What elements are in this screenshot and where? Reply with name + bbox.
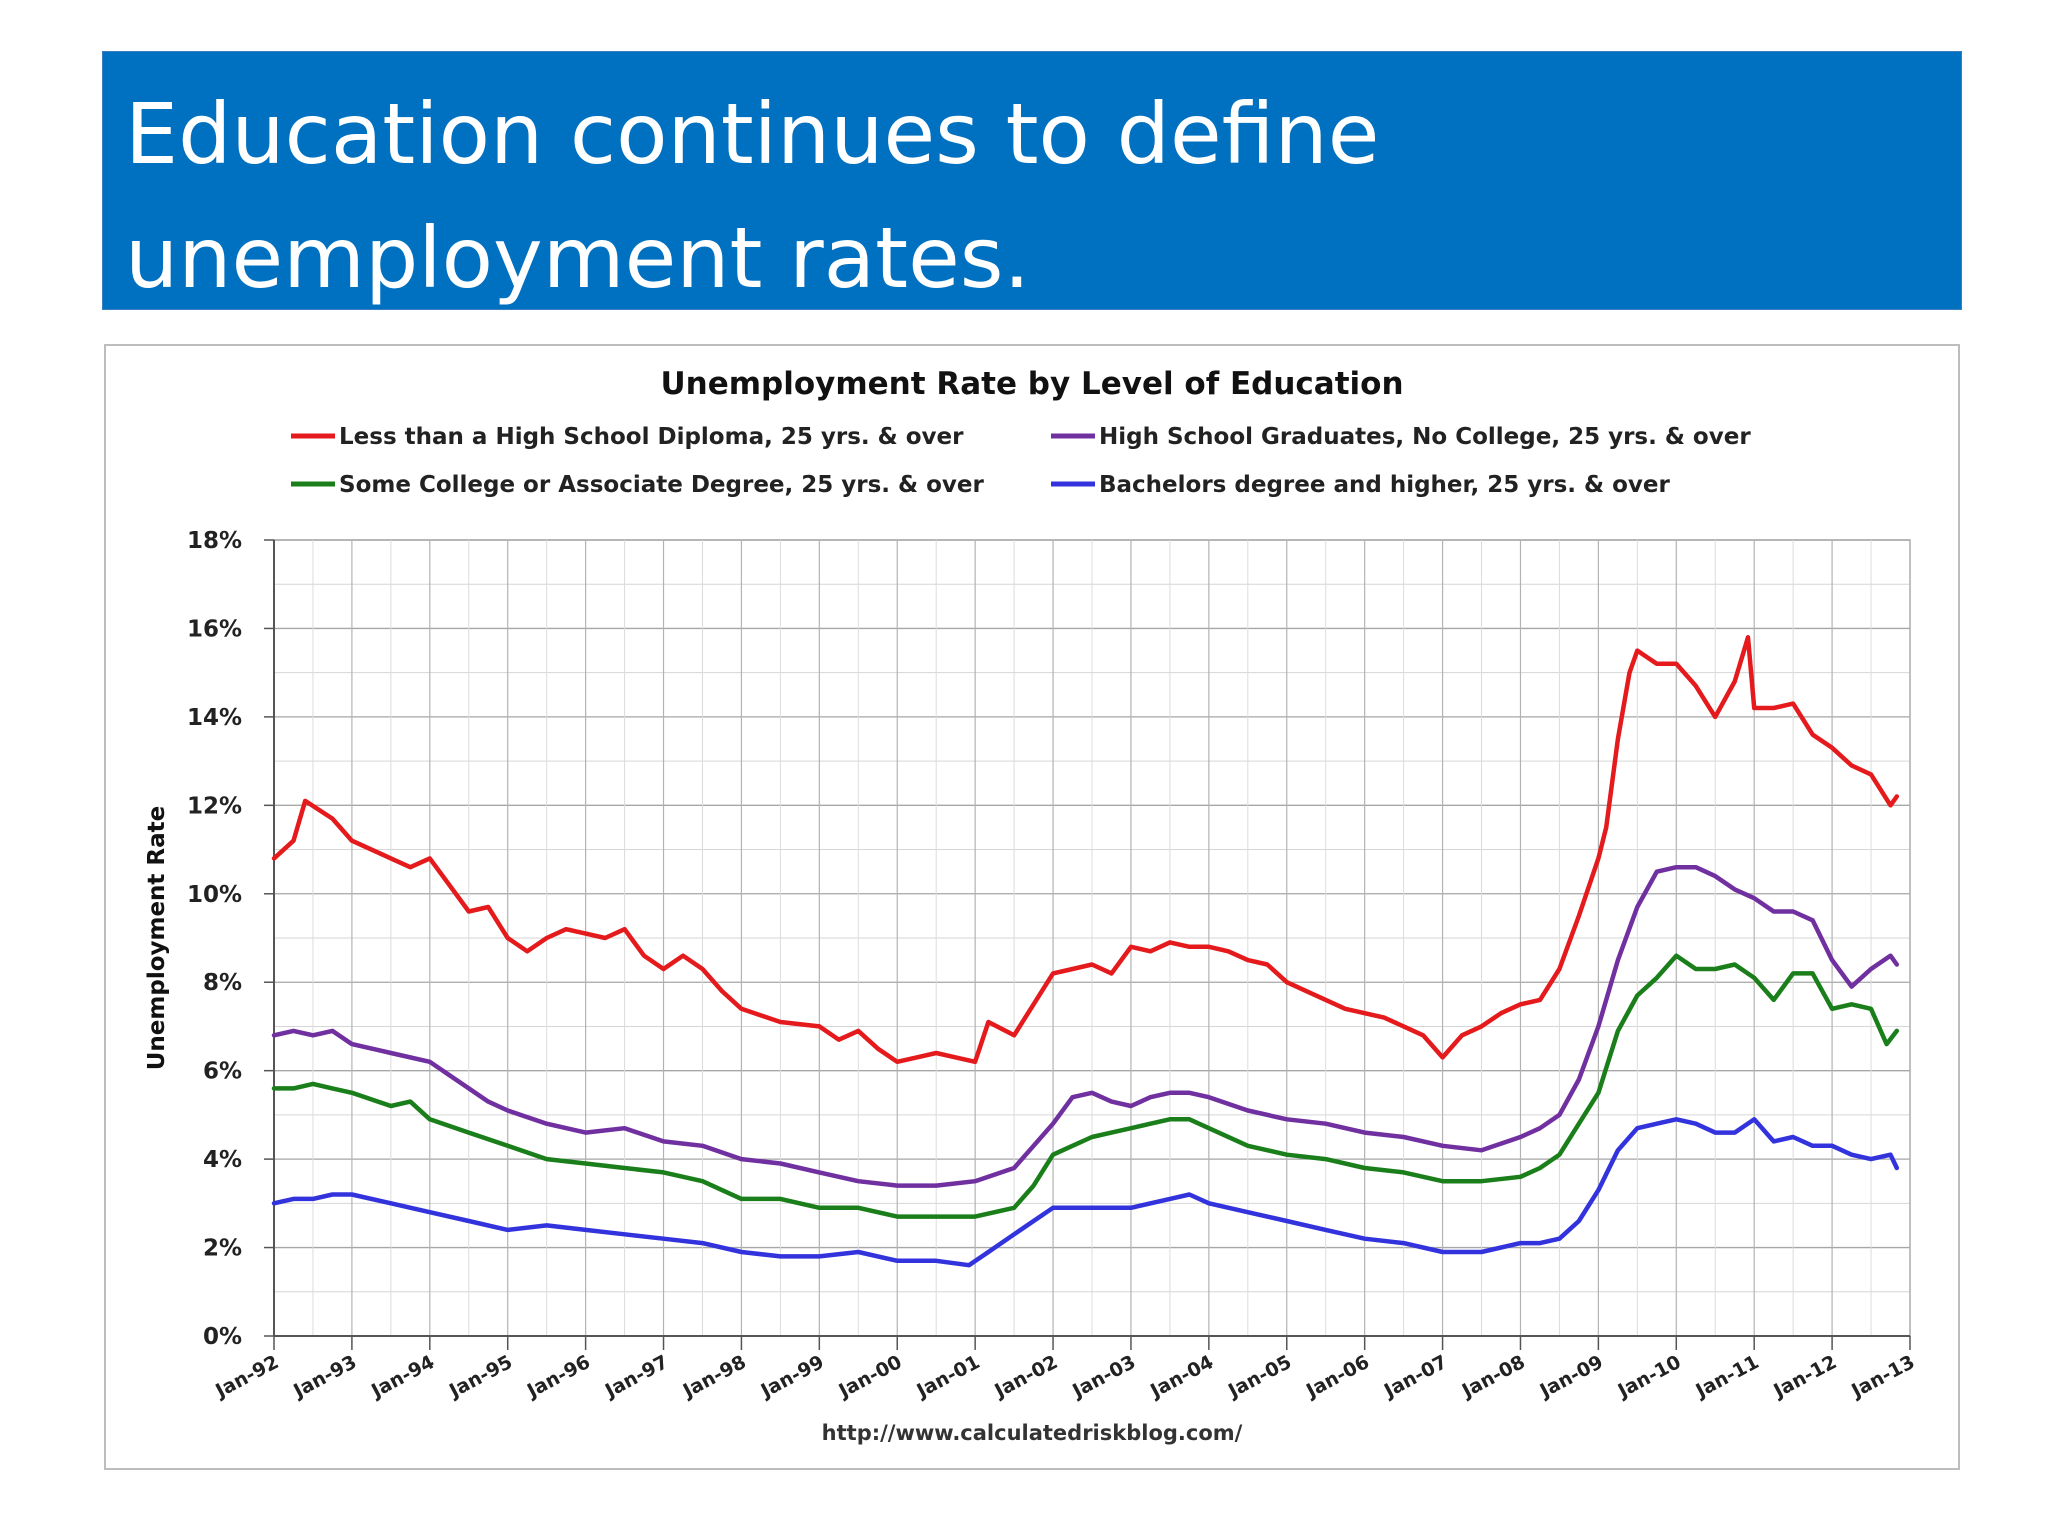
gridlines	[273, 539, 1911, 1337]
x-tick-label: Jan-01	[912, 1351, 984, 1403]
series-line-4	[271, 1117, 1900, 1268]
x-tick-label: Jan-96	[522, 1351, 594, 1403]
x-tick-label: Jan-98	[678, 1351, 750, 1403]
x-tick-label: Jan-08	[1457, 1351, 1529, 1403]
y-tick-label: 14%	[187, 705, 242, 731]
y-axis-label: Unemployment Rate	[144, 806, 170, 1071]
chart-title: Unemployment Rate by Level of Education	[660, 366, 1403, 402]
x-tick-label: Jan-94	[366, 1351, 438, 1403]
series-line-3	[271, 953, 1900, 1219]
x-tick-label: Jan-06	[1301, 1351, 1373, 1403]
x-tick-label: Jan-10	[1613, 1351, 1685, 1403]
chart-frame: 0% 2% 4% 6% 8% 10% 12% 14% 16% 18% Jan-92 Jan-93 Jan…	[104, 344, 1960, 1470]
x-tick-label: Jan-92	[210, 1351, 282, 1403]
slide-title-banner: Education continues to define unemployme…	[102, 51, 1962, 310]
x-tick-label: Jan-09	[1535, 1351, 1607, 1403]
slide-title: Education continues to define unemployme…	[125, 72, 1925, 320]
y-tick-label: 0%	[203, 1324, 242, 1350]
y-tick-label: 18%	[187, 528, 242, 554]
x-tick-label: Jan-03	[1067, 1351, 1139, 1403]
source-url: http://www.calculatedriskblog.com/	[822, 1421, 1243, 1445]
y-tick-label: 16%	[187, 616, 242, 642]
y-tick-label: 10%	[187, 882, 242, 908]
slide-title-line-1: Education continues to define	[125, 85, 1380, 183]
y-tick-label: 4%	[203, 1147, 242, 1173]
y-tick-label: 12%	[187, 793, 242, 819]
x-tick-label: Jan-12	[1769, 1351, 1841, 1403]
x-tick-label: Jan-07	[1379, 1351, 1451, 1403]
legend-label-1: Less than a High School Diploma, 25 yrs.…	[339, 424, 964, 450]
x-tick-label: Jan-02	[989, 1351, 1061, 1403]
legend-label-3: Some College or Associate Degree, 25 yrs…	[339, 472, 985, 498]
series-line-1	[271, 635, 1900, 1065]
slide-title-line-2: unemployment rates.	[125, 209, 1031, 307]
x-tick-label: Jan-00	[834, 1351, 906, 1403]
y-tick-label: 8%	[203, 970, 242, 996]
series-lines	[271, 635, 1900, 1268]
x-tick-label: Jan-93	[288, 1351, 360, 1403]
legend-label-4: Bachelors degree and higher, 25 yrs. & o…	[1099, 472, 1670, 498]
x-tick-label: Jan-95	[444, 1351, 516, 1403]
x-tick-label: Jan-97	[600, 1351, 672, 1403]
series-line-2	[271, 864, 1900, 1188]
x-tick-label: Jan-99	[756, 1351, 828, 1403]
x-tick-label: Jan-05	[1223, 1351, 1295, 1403]
y-tick-label: 2%	[203, 1236, 242, 1262]
y-tick-label: 6%	[203, 1059, 242, 1085]
legend-label-2: High School Graduates, No College, 25 yr…	[1099, 424, 1751, 450]
unemployment-line-chart: 0%2%4%6%8%10%12%14%16%18%Jan-92 Jan-93 Jan…	[144, 366, 1918, 1445]
x-tick-label: Jan-11	[1691, 1351, 1763, 1403]
x-tick-label: Jan-04	[1145, 1351, 1217, 1403]
x-tick-label: Jan-13	[1846, 1351, 1918, 1403]
